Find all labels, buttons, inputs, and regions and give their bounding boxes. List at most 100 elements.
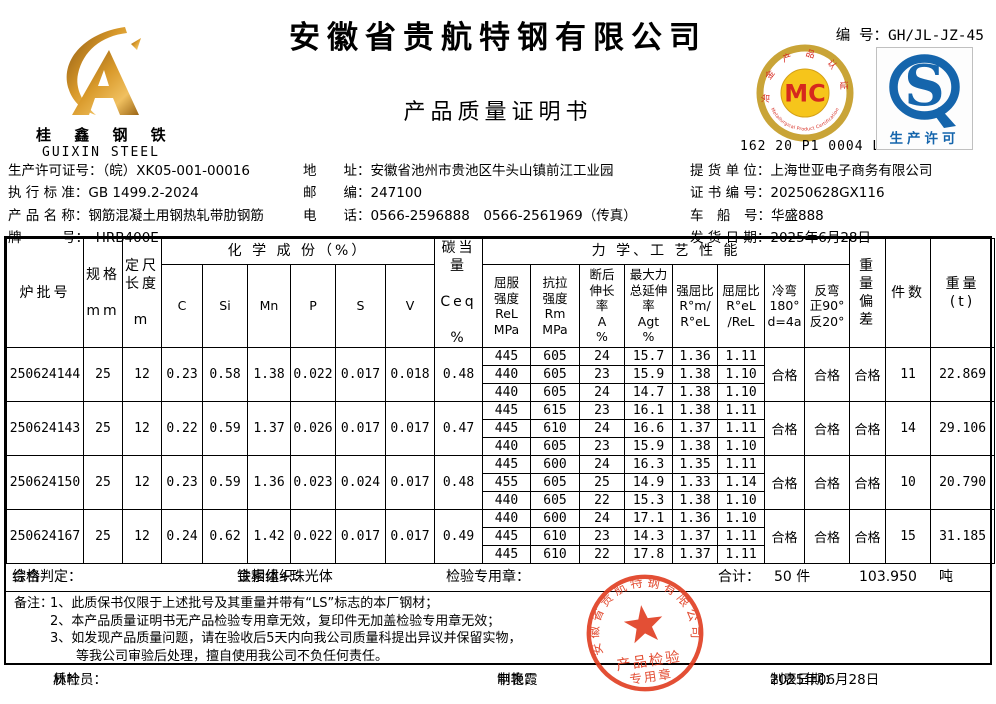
cell-c: 0.22 [161,401,203,456]
total-label: 合计： [718,569,760,585]
col-header-a: 断后 伸长 率 A % [579,264,625,348]
total-weight-unit: 吨 [939,569,953,585]
col-header-rel: 屈服 强度 ReL MPa [482,264,531,348]
cell-rev-bend: 合格 [803,509,851,564]
cell-rm: 600 [530,455,580,474]
cell-weight-dev: 合格 [849,401,887,456]
col-header-rel-ratio: 屈屈比 R°eL /ReL [717,264,765,348]
summary-row: 综合判定： 合格 金相组织： 铁素体+珠光体 检验专用章： 合计： 50 件 103… [6,564,990,592]
cell-rel: 440 [482,365,531,384]
cell-v: 0.017 [385,455,435,510]
cell-rel: 455 [482,473,531,492]
cell-length: 12 [122,401,162,456]
quality-data-table: 炉批号 规格 mm 定尺 长度 m 化 学 成 份（%） 碳当量 Ceq % 力… [6,238,996,564]
info-value: 华盛888 [771,207,824,224]
info-value: 0566-2596888 0566-2561969（传真） [370,207,637,224]
cell-a: 24 [579,509,625,528]
cell-spec: 25 [83,509,123,564]
cell-c: 0.23 [161,347,203,402]
cell-si: 0.58 [202,347,248,402]
cell-length: 12 [122,455,162,510]
col-header-spec: 规格 mm [83,238,123,348]
cell-ratio-el: 1.10 [717,437,765,456]
notes-section: 备注： 1、此质保书仅限于上述批号及其重量并带有“LS”标志的本厂钢材； 2、本… [6,592,990,664]
cell-rel: 445 [482,527,531,546]
cell-p: 0.022 [290,347,336,402]
info-label: 证 书 编 号： [690,185,771,202]
cell-a: 23 [579,401,625,420]
cell-ratio-el: 1.10 [717,491,765,510]
cell-ratio-m: 1.36 [672,509,718,528]
cell-rel: 440 [482,437,531,456]
cell-weight: 31.185 [930,509,996,564]
info-value: 钢筋混凝土用钢热轧带肋钢筋 [88,207,264,224]
info-line: 提 货 单 位：上海世亚电子商务有限公司 [690,160,932,182]
col-header-si: Si [202,264,248,348]
cell-agt: 16.1 [624,401,673,420]
table-row: 440 605 23 15.9 1.38 1.10 [7,365,995,384]
cell-weight-dev: 合格 [849,455,887,510]
cell-ratio-el: 1.14 [717,473,765,492]
col-header-ceq: 碳当量 Ceq % [434,238,483,348]
info-label: 执 行 标 准： [8,185,89,202]
cell-rm: 610 [530,545,580,564]
cell-agt: 15.7 [624,347,673,366]
cell-ceq: 0.47 [434,401,483,456]
cell-ceq: 0.49 [434,509,483,564]
cell-ratio-m: 1.37 [672,419,718,438]
cell-rel: 440 [482,509,531,528]
info-column-middle: 地 址：安徽省池州市贵池区牛头山镇前江工业园 邮 编：247100 电 话：05… [303,160,637,227]
table-row: 250624150 25 12 0.23 0.59 1.36 0.023 0.0… [6,455,996,510]
info-line: 执 行 标 准：GB 1499.2-2024 [8,182,264,204]
cell-agt: 14.3 [624,527,673,546]
cell-ratio-m: 1.35 [672,455,718,474]
col-group-chemistry: 化 学 成 份（%） [161,238,435,265]
note-line: 3、如发现产品质量问题，请在验收后5天内向我公司质量科提出异议并保留实物， [50,631,522,647]
info-value: （皖）XK05-001-00016 [102,163,251,179]
cell-rev-bend: 合格 [803,455,851,510]
cell-length: 12 [122,509,162,564]
logo-text-cn: 桂 鑫 钢 铁 [36,126,175,144]
cell-si: 0.62 [202,509,248,564]
cell-v: 0.017 [385,509,435,564]
cell-cold-bend: 合格 [764,455,805,510]
cell-length: 12 [122,347,162,402]
qs-caption: 生产许可 [890,130,960,147]
cell-pieces: 10 [885,455,932,510]
cell-ratio-m: 1.38 [672,383,718,402]
cell-spec: 25 [83,401,123,456]
cell-rev-bend: 合格 [803,347,851,402]
info-line: 车 船 号：华盛888 [690,205,932,227]
note-line: 等我公司审验后处理，擅自使用我公司不负任何责任。 [50,648,389,664]
info-label: 邮 编： [303,185,371,202]
cell-agt: 16.3 [624,455,673,474]
cell-rm: 605 [530,365,580,384]
cell-ratio-m: 1.38 [672,437,718,456]
cell-mn: 1.36 [247,455,291,510]
info-line: 产 品 名 称：钢筋混凝土用钢热轧带肋钢筋 [8,205,264,227]
cell-rm: 605 [530,383,580,402]
cell-a: 22 [579,491,625,510]
cell-weight: 22.869 [930,347,996,402]
info-label: 车 船 号： [690,207,771,224]
info-line: 生产许可证号：（皖）XK05-001-00016 [8,160,264,182]
info-column-left: 生产许可证号：（皖）XK05-001-00016 执 行 标 准：GB 1499… [8,160,264,250]
cell-weight: 20.790 [930,455,996,510]
cell-rm: 610 [530,419,580,438]
overall-judgement-value: 合格 [12,569,40,585]
cell-ratio-el: 1.11 [717,347,765,366]
info-value: 20250628GX116 [770,185,885,202]
cell-a: 24 [579,347,625,366]
inspector-label: 质检员： [53,672,107,688]
cell-ratio-m: 1.37 [672,527,718,546]
cell-agt: 15.9 [624,437,673,456]
total-pieces: 50 件 [774,569,811,585]
cell-ratio-el: 1.11 [717,455,765,474]
info-label: 电 话： [303,207,371,224]
cell-v: 0.018 [385,347,435,402]
cell-ratio-el: 1.11 [717,419,765,438]
cell-rel: 445 [482,419,531,438]
cell-s: 0.017 [335,509,386,564]
cell-agt: 17.1 [624,509,673,528]
qs-production-license-badge: S 生产许可 [876,47,973,150]
